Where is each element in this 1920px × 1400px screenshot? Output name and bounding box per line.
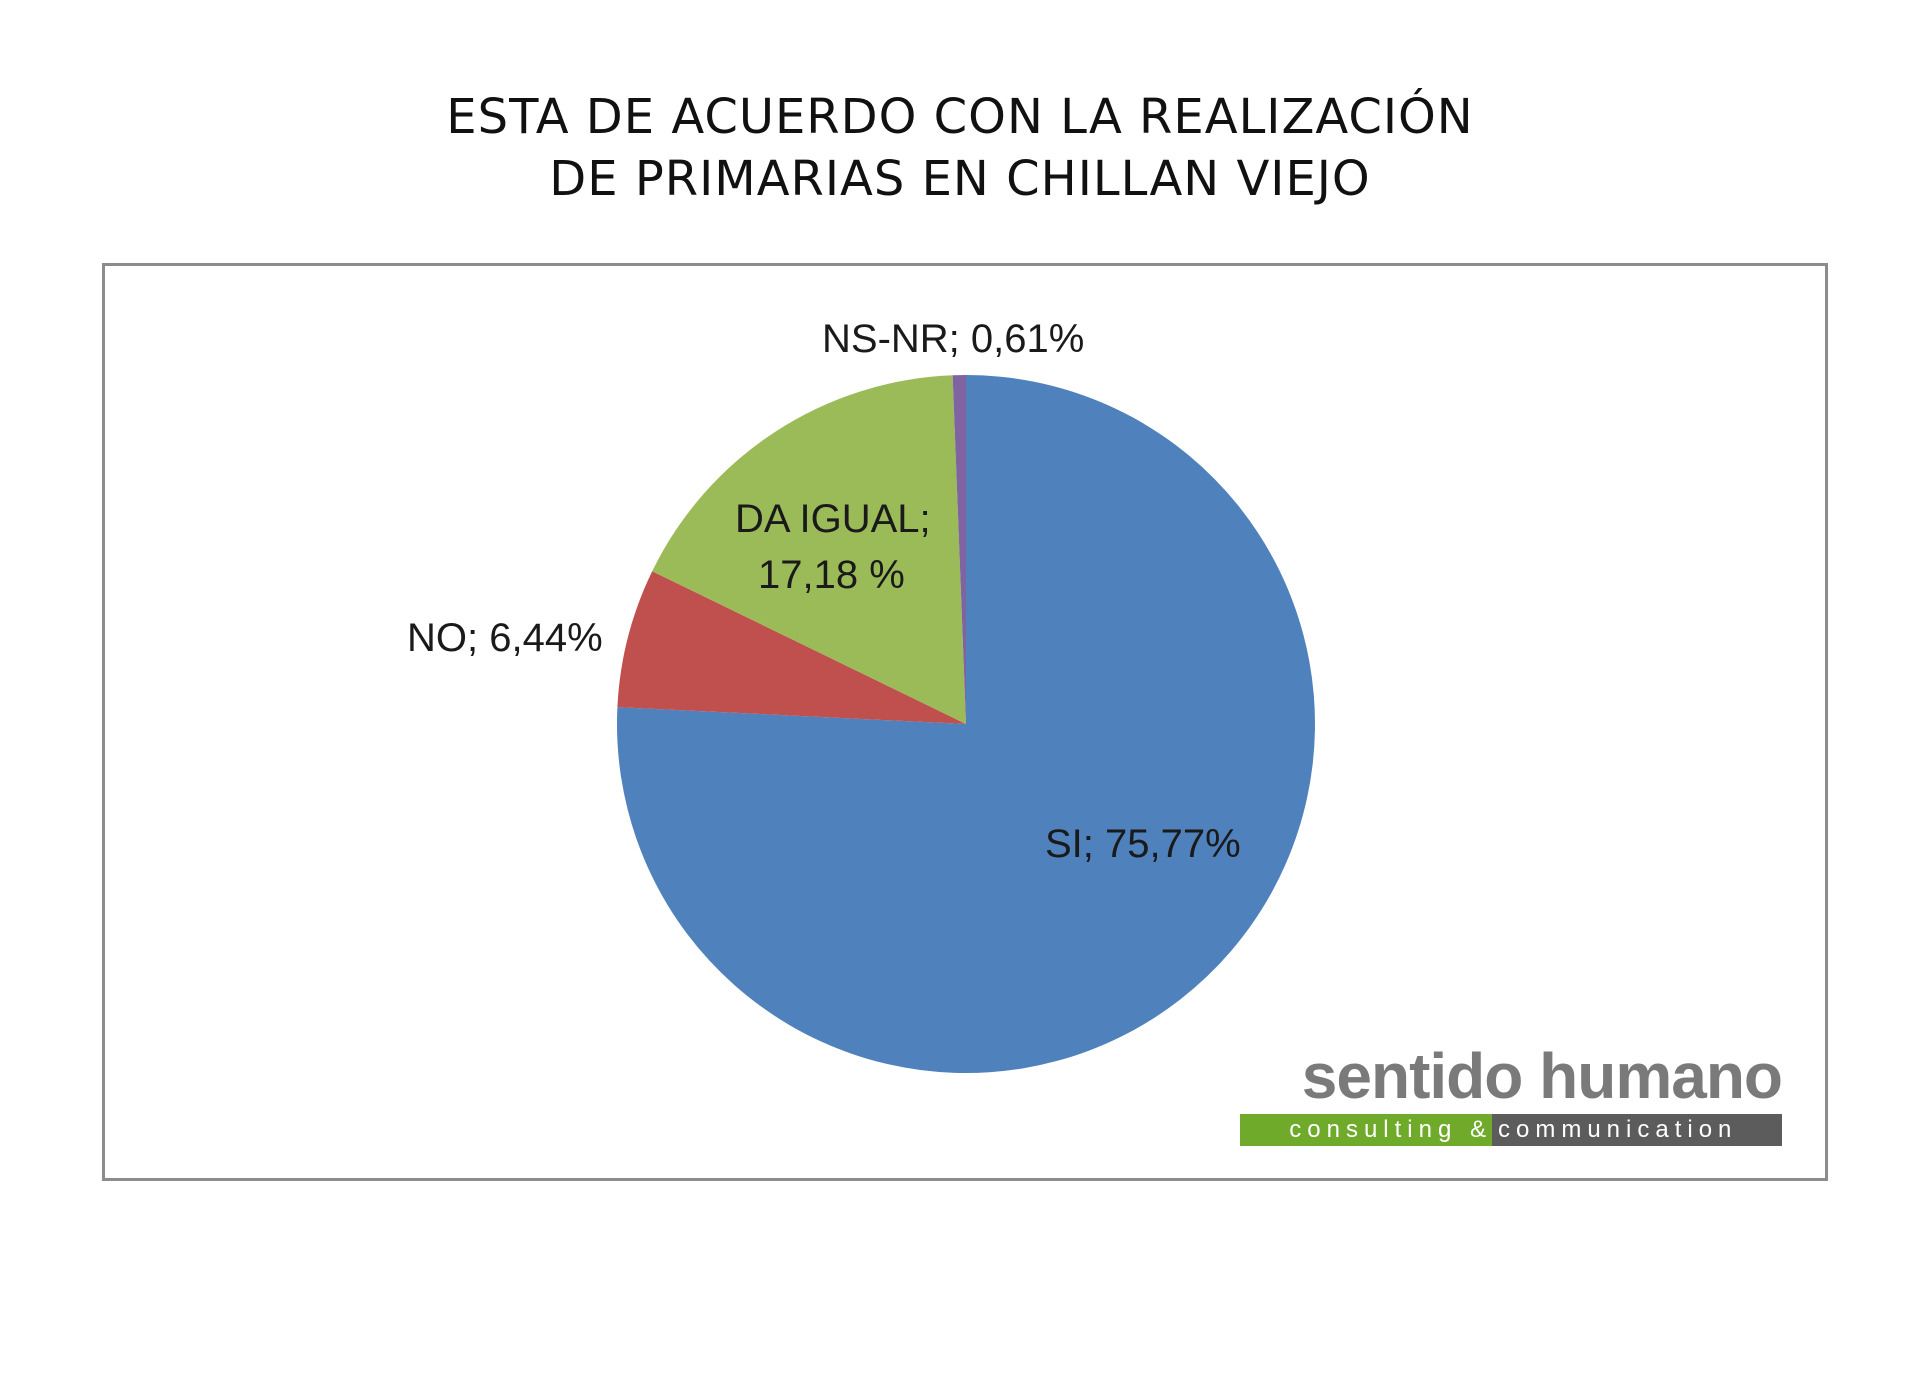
slice-ns-nr	[952, 375, 966, 724]
slice-no	[617, 571, 966, 724]
pie-slices	[617, 375, 1316, 1073]
logo-tagline-right: communication	[1492, 1114, 1782, 1146]
label-si: SI; 75,77%	[1045, 822, 1241, 866]
label-ns-nr: NS-NR; 0,61%	[822, 317, 1084, 361]
pie-labels: SI; 75,77% NO; 6,44% DA IGUAL; 17,18 % N…	[407, 317, 1241, 866]
logo-tagline-left: consulting &	[1240, 1114, 1492, 1146]
slice-da-igual	[652, 375, 966, 724]
chart-title-line-2: DE PRIMARIAS EN CHILLAN VIEJO	[549, 151, 1371, 207]
slice-si	[617, 375, 1316, 1073]
logo-tagline-bar: consulting & communication	[1240, 1114, 1782, 1146]
chart-title: ESTA DE ACUERDO CON LA REALIZACIÓN DE PR…	[0, 86, 1920, 210]
label-no: NO; 6,44%	[407, 616, 603, 660]
label-da-igual-line-2: 17,18 %	[758, 553, 905, 597]
chart-title-line-1: ESTA DE ACUERDO CON LA REALIZACIÓN	[446, 89, 1474, 145]
label-da-igual-line-1: DA IGUAL;	[735, 497, 931, 541]
logo-name: sentido humano	[1301, 1040, 1783, 1112]
brand-logo: sentido humano consulting & communicatio…	[1240, 1040, 1783, 1146]
